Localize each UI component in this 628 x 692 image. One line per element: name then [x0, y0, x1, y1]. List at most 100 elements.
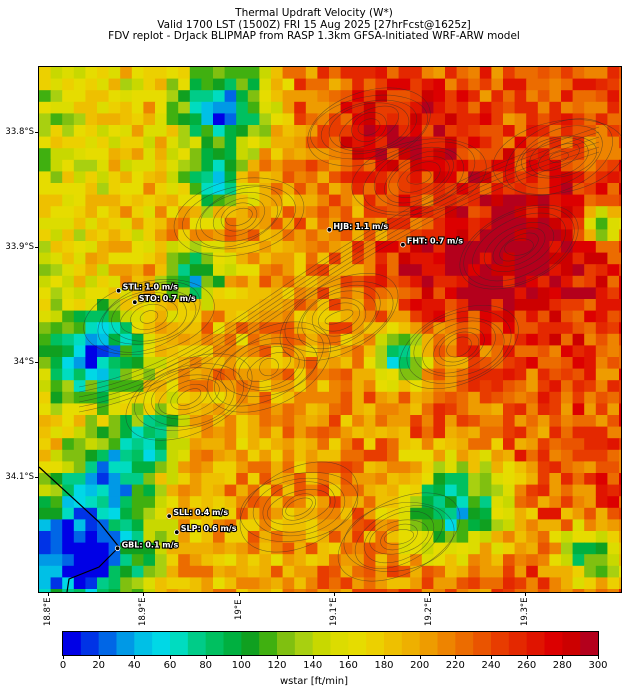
colorbar-swatch: [116, 632, 135, 655]
site-label-fht: FHT: 0.7 m/s: [407, 237, 463, 246]
y-tick-mark: [35, 477, 39, 478]
site-marker-gbl[interactable]: [114, 545, 121, 551]
colorbar-tick-label: 160: [338, 660, 358, 671]
colorbar-swatch: [348, 632, 367, 655]
colorbar-swatch: [152, 632, 171, 655]
colorbar-tick-label: 240: [481, 660, 501, 671]
y-tick-label: 33.9°S: [5, 242, 34, 252]
x-tick-mark: [429, 592, 430, 596]
model-info-line: FDV replot - DrJack BLIPMAP from RASP 1.…: [108, 30, 520, 42]
colorbar-tick-mark: [134, 655, 136, 659]
colorbar-swatch: [401, 632, 421, 655]
colorbar-swatch: [241, 632, 260, 655]
map-title: Thermal Updraft Velocity (W*): [235, 7, 393, 19]
colorbar-tick-mark: [63, 655, 64, 659]
y-tick-mark: [35, 247, 39, 248]
colorbar-swatch: [562, 632, 581, 655]
y-tick-label: 34.1°S: [5, 472, 34, 482]
colorbar-tick-label: 200: [410, 660, 430, 671]
colorbar-swatch: [437, 632, 456, 655]
y-tick-mark: [35, 362, 39, 363]
colorbar-swatch: [277, 632, 296, 655]
x-tick-label: 19.2°E: [424, 597, 434, 626]
colorbar-swatch: [491, 632, 510, 655]
colorbar-swatch: [187, 632, 207, 655]
x-tick-label: 18.8°E: [43, 597, 53, 626]
colorbar-tick-mark: [205, 655, 207, 659]
x-tick-label: 18.9°E: [138, 597, 148, 626]
colorbar-label: wstar [ft/min]: [279, 676, 349, 687]
site-label-gbl: GBL: 0.1 m/s: [122, 540, 179, 549]
colorbar-swatch: [384, 632, 403, 655]
colorbar-tick-label: 180: [374, 660, 394, 671]
site-label-sto: STO: 0.7 m/s: [139, 294, 196, 303]
terrain-contours: [78, 87, 621, 582]
colorbar-tick-mark: [170, 655, 171, 659]
colorbar-tick-mark: [241, 655, 243, 659]
colorbar-tick-mark: [562, 655, 564, 659]
x-tick-mark: [239, 592, 240, 596]
y-tick-label: 34°S: [13, 357, 34, 367]
colorbar-tick-mark: [598, 655, 599, 659]
colorbar-swatch: [63, 632, 82, 655]
site-label-hjb: HJB: 1.1 m/s: [333, 222, 388, 231]
colorbar-swatch: [330, 632, 349, 655]
colorbar-tick-label: 280: [552, 660, 572, 671]
site-marker-slp[interactable]: [174, 529, 180, 535]
colorbar-swatch: [80, 632, 100, 655]
x-tick-label: 19.1°E: [329, 597, 339, 626]
x-tick-label: 19.3°E: [520, 597, 530, 626]
colorbar-swatch: [134, 632, 153, 655]
colorbar-tick-mark: [384, 655, 385, 659]
colorbar-swatch: [473, 632, 492, 655]
wstar-grid: [39, 67, 621, 592]
y-tick-mark: [35, 132, 39, 133]
colorbar-swatch: [223, 632, 242, 655]
colorbar-swatch: [294, 632, 314, 655]
colorbar-tick-label: 60: [163, 660, 177, 671]
thermal-updraft-map: HJB: 1.1 m/s FHT: 0.7 m/s STL: 1.0 m/s STO:…: [38, 66, 622, 593]
x-tick-mark: [48, 592, 49, 596]
colorbar-tick-mark: [277, 655, 278, 659]
site-marker-sto[interactable]: [132, 299, 138, 305]
colorbar-tick-mark: [312, 655, 314, 659]
colorbar-swatch: [205, 632, 225, 655]
valid-time-line: Valid 1700 LST (1500Z) FRI 15 Aug 2025 […: [157, 19, 471, 31]
colorbar-swatch: [508, 632, 528, 655]
colorbar-tick-label: 220: [445, 660, 465, 671]
site-label-sll: SLL: 0.4 m/s: [173, 508, 228, 517]
x-tick-mark: [143, 592, 144, 596]
colorbar-swatch: [259, 632, 278, 655]
colorbar-tick-label: 300: [588, 660, 608, 671]
colorbar-swatch: [455, 632, 474, 655]
colorbar-tick-mark: [348, 655, 350, 659]
colorbar-tick-label: 20: [92, 660, 106, 671]
x-tick-mark: [525, 592, 526, 596]
colorbar-tick-label: 120: [267, 660, 287, 671]
site-marker-stl[interactable]: [115, 287, 122, 294]
colorbar-swatch: [170, 632, 189, 655]
colorbar-tick-label: 140: [303, 660, 323, 671]
site-label-stl: STL: 1.0 m/s: [123, 283, 179, 292]
colorbar-swatch: [526, 632, 546, 655]
x-tick-mark: [334, 592, 335, 596]
site-label-slp: SLP: 0.6 m/s: [181, 524, 237, 533]
colorbar-swatch: [366, 632, 385, 655]
y-tick-label: 33.8°S: [5, 127, 34, 137]
colorbar-tick-mark: [455, 655, 457, 659]
coastline: [39, 466, 120, 592]
colorbar-tick-mark: [98, 655, 100, 659]
colorbar-tick-mark: [491, 655, 492, 659]
site-marker-sll[interactable]: [166, 513, 172, 519]
colorbar-tick-label: 40: [127, 660, 141, 671]
colorbar-swatch: [544, 632, 563, 655]
colorbar-tick-mark: [419, 655, 421, 659]
colorbar: [62, 631, 599, 656]
colorbar-tick-label: 80: [199, 660, 213, 671]
colorbar-swatch: [312, 632, 332, 655]
colorbar-swatch: [580, 632, 599, 655]
colorbar-swatch: [419, 632, 439, 655]
site-marker-fht[interactable]: [400, 241, 406, 248]
site-marker-hjb[interactable]: [326, 227, 333, 233]
colorbar-tick-mark: [526, 655, 528, 659]
